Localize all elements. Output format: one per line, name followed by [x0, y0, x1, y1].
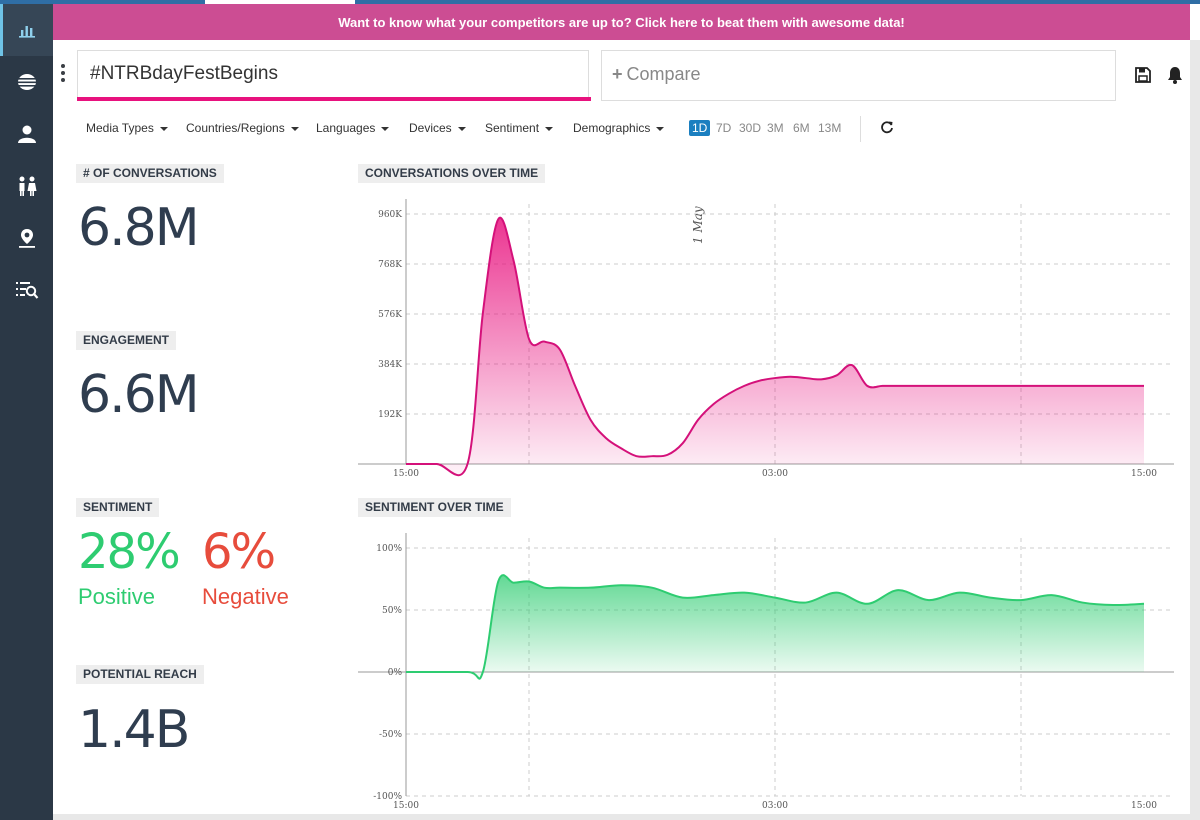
y-tick-label: -100%: [373, 792, 402, 802]
sentiment-chart-title: SENTIMENT OVER TIME: [358, 498, 511, 517]
right-gutter: [1190, 40, 1200, 820]
plus-icon: +: [612, 64, 623, 84]
chevron-down-icon: [290, 126, 299, 131]
conversations-area: [406, 217, 1144, 476]
sentiment-positive-value: 28%: [78, 524, 181, 580]
search-input[interactable]: [77, 50, 589, 98]
location-icon[interactable]: [13, 224, 41, 252]
filter-sentiment[interactable]: Sentiment: [485, 121, 554, 135]
compare-button[interactable]: + Compare: [612, 64, 701, 85]
y-tick-label: 576K: [378, 310, 402, 320]
x-tick-label: 15:00: [393, 801, 419, 811]
filter-countries-regions[interactable]: Countries/Regions: [186, 121, 299, 135]
x-tick-label: 15:00: [1131, 469, 1157, 479]
y-tick-label: -50%: [379, 730, 402, 740]
chevron-down-icon: [159, 126, 168, 131]
sentiment-line: [406, 574, 1145, 680]
y-tick-label: 960K: [378, 210, 402, 220]
chevron-down-icon: [381, 126, 390, 131]
conversations-value: 6.8M: [78, 198, 200, 258]
y-tick-label: 100%: [376, 544, 402, 554]
engagement-value: 6.6M: [78, 365, 200, 425]
bar-chart-icon[interactable]: [13, 16, 41, 44]
save-icon[interactable]: [1134, 66, 1152, 89]
sidebar: [0, 4, 53, 820]
filter-demographics[interactable]: Demographics: [573, 121, 665, 135]
top-accent-line: [0, 0, 1200, 4]
range-1d[interactable]: 1D: [689, 120, 711, 136]
search-underline: [77, 97, 591, 101]
range-3m[interactable]: 3M: [767, 121, 784, 135]
y-tick-label: 384K: [378, 360, 402, 370]
range-13m[interactable]: 13M: [818, 121, 842, 135]
user-icon[interactable]: [13, 120, 41, 148]
range-6m[interactable]: 6M: [793, 121, 810, 135]
bell-icon[interactable]: [1166, 65, 1184, 90]
chevron-down-icon: [457, 126, 466, 131]
x-tick-label: 15:00: [1131, 801, 1157, 811]
x-tick-label: 03:00: [762, 801, 788, 811]
conversations-line: [405, 216, 1144, 477]
sentiment-negative-label: Negative: [202, 584, 289, 609]
chevron-down-icon: [656, 126, 665, 131]
search-list-icon[interactable]: [13, 276, 41, 304]
engagement-label: ENGAGEMENT: [76, 331, 177, 350]
promo-banner-text: Want to know what your competitors are u…: [338, 14, 905, 30]
date-annotation: 1 May: [691, 206, 705, 244]
y-tick-label: 768K: [378, 260, 402, 270]
demographics-icon[interactable]: [13, 172, 41, 200]
reach-value: 1.4B: [78, 700, 190, 760]
filter-devices[interactable]: Devices: [409, 121, 466, 135]
sentiment-positive-label: Positive: [78, 584, 156, 609]
bottom-gutter: [53, 814, 1200, 820]
conversations-chart: 192K 384K 576K 768K 960K 15:00 03:00 15:00 1 May: [358, 199, 1174, 479]
chevron-down-icon: [545, 126, 554, 131]
x-tick-label: 03:00: [762, 469, 788, 479]
y-tick-label: 0%: [388, 668, 403, 678]
search-input-value[interactable]: #NTRBdayFestBegins: [90, 63, 278, 84]
conversations-label: # OF CONVERSATIONS: [76, 164, 224, 183]
refresh-icon[interactable]: [880, 120, 894, 139]
filter-languages[interactable]: Languages: [316, 121, 390, 135]
sentiment-chart: 100%50%0%-50%-100%15:00 03:00 15:00: [358, 533, 1174, 811]
filter-media-types[interactable]: Media Types: [86, 121, 168, 135]
sentiment-area: [406, 575, 1144, 679]
x-tick-label: 15:00: [393, 469, 419, 479]
conversations-chart-title: CONVERSATIONS OVER TIME: [358, 164, 546, 183]
dashboard-content: [53, 146, 1190, 820]
filter-divider: [860, 116, 861, 142]
y-tick-label: 192K: [378, 410, 402, 420]
sentiment-label: SENTIMENT: [76, 498, 160, 517]
compare-input[interactable]: [601, 50, 1116, 101]
range-30d[interactable]: 30D: [739, 121, 762, 135]
topics-icon[interactable]: [13, 68, 41, 96]
compare-label: Compare: [626, 64, 701, 84]
range-7d[interactable]: 7D: [716, 121, 732, 135]
reach-label: POTENTIAL REACH: [76, 665, 204, 684]
promo-banner[interactable]: Want to know what your competitors are u…: [53, 4, 1190, 40]
sentiment-negative-value: 6%: [202, 524, 276, 580]
y-tick-label: 50%: [382, 606, 402, 616]
filter-bar: [53, 106, 1190, 146]
more-options-icon[interactable]: [58, 64, 68, 88]
